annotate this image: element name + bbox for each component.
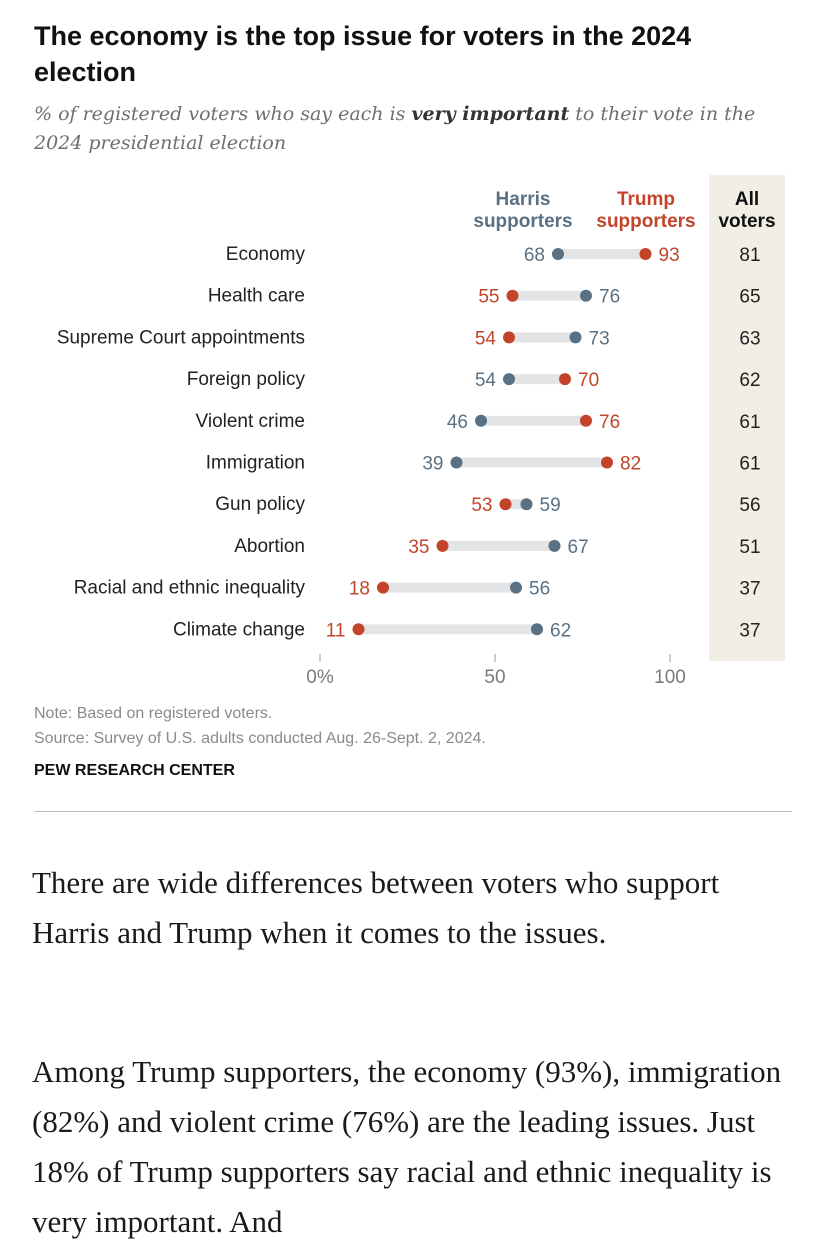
harris-dot — [510, 581, 522, 594]
x-tick-label: 100 — [654, 667, 686, 688]
harris-value-label: 62 — [550, 620, 571, 641]
range-bar — [512, 290, 586, 301]
trump-dot — [352, 623, 365, 636]
all-voters-value: 81 — [739, 245, 760, 266]
trump-dot — [436, 539, 449, 552]
trump-dot — [559, 373, 571, 386]
category-label: Supreme Court appointments — [57, 327, 305, 348]
harris-value-label: 56 — [529, 579, 550, 600]
range-bar — [481, 415, 586, 426]
range-bar — [456, 457, 607, 468]
all-voters-value: 61 — [739, 412, 760, 433]
category-label: Racial and ethnic inequality — [74, 578, 306, 599]
harris-dot — [450, 456, 463, 469]
harris-value-label: 76 — [599, 287, 620, 308]
harris-dot — [475, 414, 487, 427]
x-tick-label: 50 — [484, 667, 505, 688]
range-bar — [558, 249, 646, 259]
trump-value-label: 70 — [578, 370, 599, 391]
divider — [34, 811, 792, 812]
category-label: Health care — [208, 286, 305, 307]
range-bar — [509, 374, 565, 385]
harris-value-label: 46 — [447, 412, 468, 433]
header-trump-line-2: supporters — [596, 211, 695, 232]
all-voters-value: 51 — [739, 537, 760, 558]
trump-value-label: 53 — [471, 495, 492, 516]
trump-value-label: 76 — [599, 412, 620, 433]
x-tick-label: 0% — [306, 667, 334, 688]
harris-dot — [520, 498, 533, 511]
trump-dot — [506, 289, 519, 302]
trump-value-label: 55 — [478, 287, 499, 308]
range-bar — [509, 332, 576, 343]
harris-value-label: 68 — [524, 245, 545, 266]
dot-chart: HarrissupportersTrumpsupportersAllvoters… — [57, 175, 785, 688]
subtitle-emphasis: very important — [411, 103, 570, 125]
harris-value-label: 67 — [568, 537, 589, 558]
trump-value-label: 11 — [326, 620, 346, 641]
trump-value-label: 54 — [475, 328, 497, 349]
category-label: Gun policy — [215, 494, 305, 515]
harris-dot — [548, 539, 561, 552]
harris-value-label: 59 — [540, 495, 561, 516]
harris-dot — [552, 248, 564, 260]
header-trump-line-1: Trump — [617, 189, 675, 210]
range-bar — [358, 624, 537, 635]
chart-subtitle: % of registered voters who say each is v… — [34, 100, 794, 158]
trump-dot — [499, 498, 512, 511]
trump-value-label: 35 — [408, 537, 429, 558]
harris-dot — [531, 623, 543, 636]
all-voters-value: 63 — [739, 328, 760, 349]
all-voters-value: 37 — [739, 579, 760, 600]
all-voters-value: 61 — [739, 454, 760, 475]
all-voters-value: 62 — [739, 370, 760, 391]
harris-dot — [569, 331, 582, 344]
subtitle-part-3: to their vote in the 2024 presidential e… — [34, 103, 756, 154]
chart-note: Note: Based on registered voters. — [34, 705, 273, 722]
trump-value-label: 18 — [349, 579, 370, 600]
header-harris-line-1: Harris — [496, 189, 551, 210]
brand-label: PEW RESEARCH CENTER — [34, 762, 235, 779]
trump-value-label: 82 — [620, 454, 641, 475]
trump-dot — [601, 456, 613, 469]
category-label: Foreign policy — [187, 369, 306, 390]
category-label: Climate change — [173, 619, 305, 640]
trump-value-label: 93 — [659, 245, 680, 266]
trump-dot — [503, 331, 515, 344]
chart-title: The economy is the top issue for voters … — [34, 21, 692, 87]
harris-value-label: 39 — [422, 454, 443, 475]
header-all-voters-line-2: voters — [718, 211, 775, 232]
category-label: Economy — [226, 244, 306, 265]
range-bar — [383, 582, 516, 593]
range-bar — [442, 540, 555, 551]
harris-dot — [503, 373, 515, 386]
harris-value-label: 54 — [475, 370, 497, 391]
subtitle-part-1: % of registered voters who say each is — [34, 103, 412, 125]
paragraph-2: Among Trump supporters, the economy (93%… — [32, 1054, 782, 1239]
trump-dot — [580, 414, 592, 427]
all-voters-value: 56 — [739, 495, 760, 516]
header-all-voters-line-1: All — [735, 189, 759, 210]
all-voters-value: 37 — [739, 620, 760, 641]
chart-source: Source: Survey of U.S. adults conducted … — [34, 730, 486, 747]
all-voters-column-bg — [709, 175, 785, 661]
range-bar — [505, 499, 527, 510]
trump-dot — [377, 581, 389, 594]
paragraph-1: There are wide differences between voter… — [32, 865, 720, 950]
harris-value-label: 73 — [589, 328, 610, 349]
category-label: Abortion — [234, 536, 305, 557]
trump-dot — [639, 248, 652, 260]
header-harris-line-2: supporters — [473, 211, 572, 232]
category-label: Violent crime — [196, 411, 305, 432]
all-voters-value: 65 — [739, 287, 760, 308]
harris-dot — [580, 289, 592, 302]
category-label: Immigration — [206, 453, 305, 474]
